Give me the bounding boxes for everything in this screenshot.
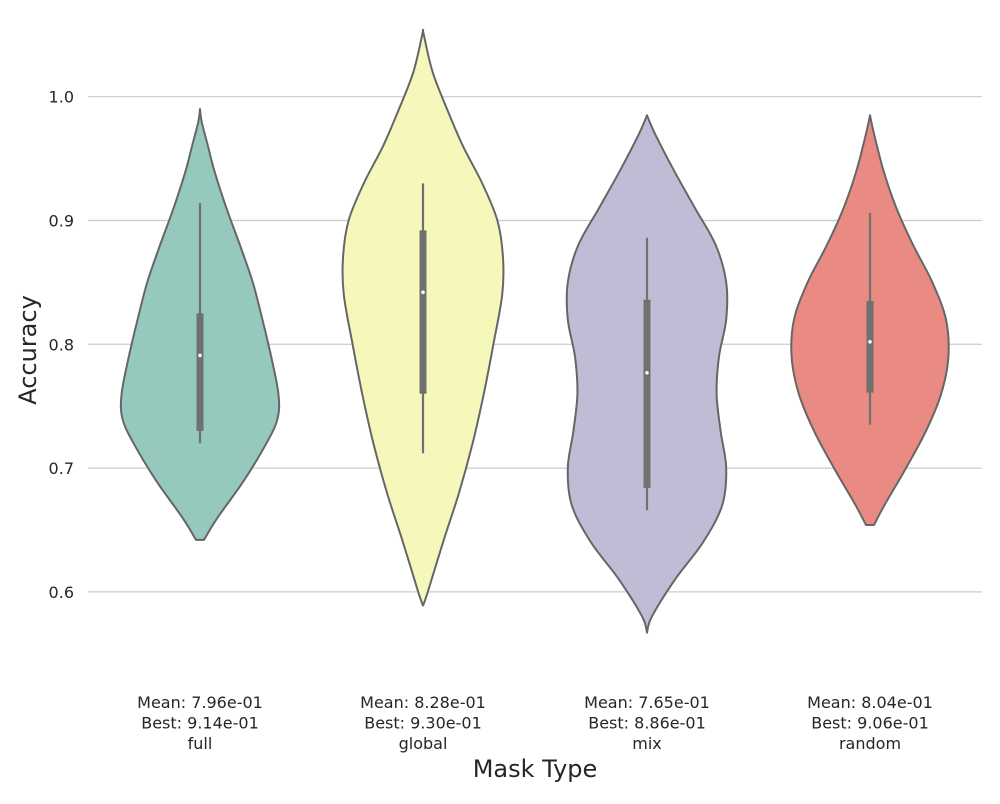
- category-best-label: Best: 9.30e-01: [364, 714, 482, 733]
- category-mean-label: Mean: 8.28e-01: [360, 693, 486, 712]
- y-tick-label: 1.0: [49, 88, 74, 107]
- category-best-label: Best: 8.86e-01: [588, 714, 706, 733]
- violin-global: [341, 28, 505, 607]
- violin-median-dot: [645, 370, 649, 375]
- category-name-label: mix: [632, 734, 662, 753]
- y-tick-labels: 0.6 0.7 0.8 0.9 1.0: [49, 88, 74, 602]
- y-tick-label: 0.8: [49, 335, 74, 354]
- y-tick-label: 0.6: [49, 583, 74, 602]
- y-axis-title: Accuracy: [14, 295, 42, 405]
- category-name-label: full: [188, 734, 213, 753]
- violin-full: [119, 108, 281, 541]
- category-mean-label: Mean: 7.65e-01: [584, 693, 710, 712]
- violin-mix: [565, 114, 729, 634]
- y-tick-label: 0.7: [49, 459, 74, 478]
- category-name-label: random: [839, 734, 901, 753]
- category-mean-label: Mean: 8.04e-01: [807, 693, 933, 712]
- x-axis-title: Mask Type: [473, 755, 598, 783]
- y-tick-label: 0.9: [49, 211, 74, 230]
- violin-median-dot: [868, 340, 872, 344]
- violin-random: [790, 114, 950, 527]
- category-best-label: Best: 9.14e-01: [141, 714, 259, 733]
- violins: [119, 28, 950, 634]
- violin-median-dot: [421, 290, 425, 295]
- category-best-label: Best: 9.06e-01: [811, 714, 929, 733]
- category-mean-label: Mean: 7.96e-01: [137, 693, 263, 712]
- category-name-label: global: [399, 734, 448, 753]
- violin-median-dot: [198, 353, 202, 358]
